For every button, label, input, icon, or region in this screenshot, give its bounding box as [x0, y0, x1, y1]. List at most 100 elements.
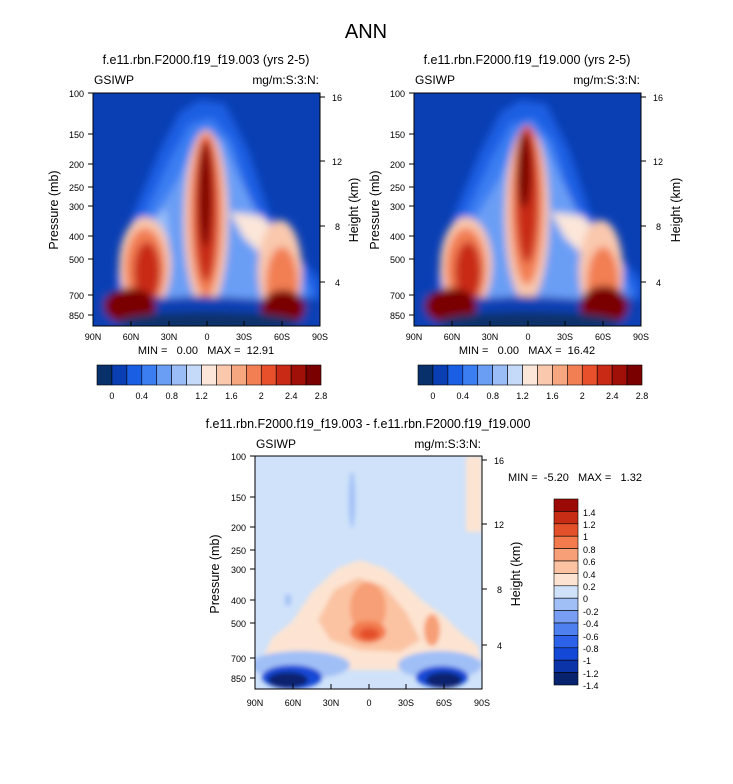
colorbar-swatch — [553, 622, 579, 636]
pressure-tick-label: 700 — [390, 291, 405, 301]
lat-tick-30S: 30S — [398, 684, 414, 708]
lat-tick-label: 60N — [444, 332, 461, 342]
y-left-axis: 100 150 200 250 300 400 500 700 850 — [231, 452, 255, 684]
y-right-axis: 4 8 12 16 — [320, 93, 342, 288]
pressure-tick-label: 300 — [390, 202, 405, 212]
colorbar-swatch — [522, 364, 538, 386]
units-label: mg/m:S:3:N: — [252, 73, 319, 87]
x-axis: 90N 60N 30N 0 30S 60S 90S — [85, 321, 328, 342]
pressure-tick-850: 850 — [390, 311, 414, 321]
colorbar-swatch — [126, 364, 143, 386]
colorbar-label: 0.8 — [583, 545, 596, 555]
lat-tick-30S: 30S — [557, 321, 573, 342]
lat-tick-label: 30S — [398, 698, 414, 708]
panel-title: f.e11.rbn.F2000.f19_f19.000 (yrs 2-5) — [424, 53, 631, 67]
colorbar-label: 0.4 — [583, 570, 596, 580]
colorbar-label: -0.8 — [583, 644, 599, 654]
colorbar-label: 2 — [259, 391, 264, 401]
height-tick-label: 8 — [335, 222, 340, 232]
colorbar-swatch — [432, 364, 449, 386]
colorbar-swatch — [581, 364, 598, 386]
colorbar-label: -1 — [583, 656, 591, 666]
colorbar-swatch — [553, 585, 579, 599]
pressure-tick-label: 200 — [390, 160, 405, 170]
colorbar-label: 2.4 — [606, 391, 619, 401]
pressure-tick-100: 100 — [69, 89, 93, 99]
height-tick-8: 8 — [320, 222, 340, 232]
lat-tick-0: 0 — [525, 321, 531, 342]
colorbar-label: 0.4 — [457, 391, 470, 401]
colorbar-label: 0.4 — [136, 391, 149, 401]
lat-tick-label: 60N — [285, 698, 302, 708]
lat-tick-90S: 90S — [474, 684, 490, 708]
lat-tick-label: 30N — [323, 698, 340, 708]
lat-tick-60N: 60N — [123, 321, 139, 342]
pressure-tick-label: 500 — [69, 255, 84, 265]
pressure-tick-label: 250 — [69, 183, 84, 193]
height-tick-label: 4 — [656, 278, 661, 288]
colorbar-swatch — [567, 364, 583, 386]
pressure-tick-500: 500 — [231, 619, 255, 629]
colorbar-label: 0 — [430, 391, 435, 401]
colorbar-swatch — [462, 364, 479, 386]
y-right-axis-title: Height (km) — [347, 178, 361, 243]
height-tick-label: 4 — [335, 278, 340, 288]
lat-tick-label: 0 — [366, 698, 371, 708]
colorbar-label: -0.2 — [583, 607, 599, 617]
height-tick-4: 4 — [320, 278, 340, 288]
contour-field — [414, 93, 641, 326]
panel-title: f.e11.rbn.F2000.f19_f19.003 - f.e11.rbn.… — [206, 417, 531, 431]
height-tick-label: 12 — [653, 157, 663, 167]
height-tick-12: 12 — [482, 520, 504, 530]
lat-tick-60S: 60S — [274, 321, 290, 342]
pressure-tick-label: 400 — [231, 596, 246, 606]
pressure-tick-500: 500 — [390, 255, 414, 265]
colorbar-label: 2 — [580, 391, 585, 401]
colorbar-swatch — [246, 364, 262, 386]
lat-tick-label: 90N — [247, 698, 264, 708]
pressure-tick-300: 300 — [231, 565, 255, 575]
lat-tick-90N: 90N — [247, 684, 264, 708]
colorbar: 1.4 1.2 1 0.8 0.6 0.4 0.2 0 -0.2 -0.4 -0… — [553, 498, 599, 691]
pressure-tick-500: 500 — [69, 255, 93, 265]
lat-tick-label: 60S — [595, 332, 611, 342]
lat-tick-label: 30N — [482, 332, 499, 342]
pressure-tick-200: 200 — [231, 523, 255, 533]
lat-tick-label: 0 — [525, 332, 530, 342]
height-tick-label: 16 — [332, 93, 342, 103]
lat-tick-30N: 30N — [323, 684, 340, 708]
panel-test: f.e11.rbn.F2000.f19_f19.000 (yrs 2-5) GS… — [368, 53, 683, 401]
lat-tick-label: 30N — [161, 332, 178, 342]
colorbar-label: 1.2 — [195, 391, 208, 401]
colorbar-swatch — [553, 498, 579, 512]
lat-tick-90S: 90S — [312, 321, 328, 342]
colorbar-swatch — [626, 364, 643, 386]
height-tick-4: 4 — [482, 641, 502, 651]
pressure-tick-label: 850 — [231, 674, 246, 684]
pressure-tick-label: 300 — [69, 202, 84, 212]
colorbar-label: 1.6 — [546, 391, 559, 401]
pressure-tick-700: 700 — [390, 291, 414, 301]
lat-tick-0: 0 — [204, 321, 210, 342]
colorbar-swatch — [596, 364, 613, 386]
colorbar-swatch — [477, 364, 493, 386]
height-tick-label: 8 — [497, 585, 502, 595]
units-label: mg/m:S:3:N: — [414, 437, 481, 451]
pressure-tick-label: 250 — [231, 546, 246, 556]
pressure-tick-label: 500 — [390, 255, 405, 265]
variable-label: GSIWP — [415, 73, 455, 87]
height-tick-4: 4 — [641, 278, 661, 288]
colorbar-label: 0.6 — [583, 557, 596, 567]
lat-tick-0: 0 — [366, 684, 372, 708]
colorbar-label: 0.8 — [486, 391, 499, 401]
height-tick-16: 16 — [320, 93, 342, 103]
colorbar-label: -0.4 — [583, 619, 599, 629]
colorbar: 0 0.4 0.8 1.2 1.6 2 2.4 2.8 — [96, 364, 327, 401]
colorbar-swatch — [553, 635, 579, 649]
height-tick-label: 12 — [494, 520, 504, 530]
pressure-tick-250: 250 — [231, 546, 255, 556]
colorbar-label: 1 — [583, 532, 588, 542]
lat-tick-60N: 60N — [285, 684, 302, 708]
colorbar-swatch — [186, 364, 202, 386]
